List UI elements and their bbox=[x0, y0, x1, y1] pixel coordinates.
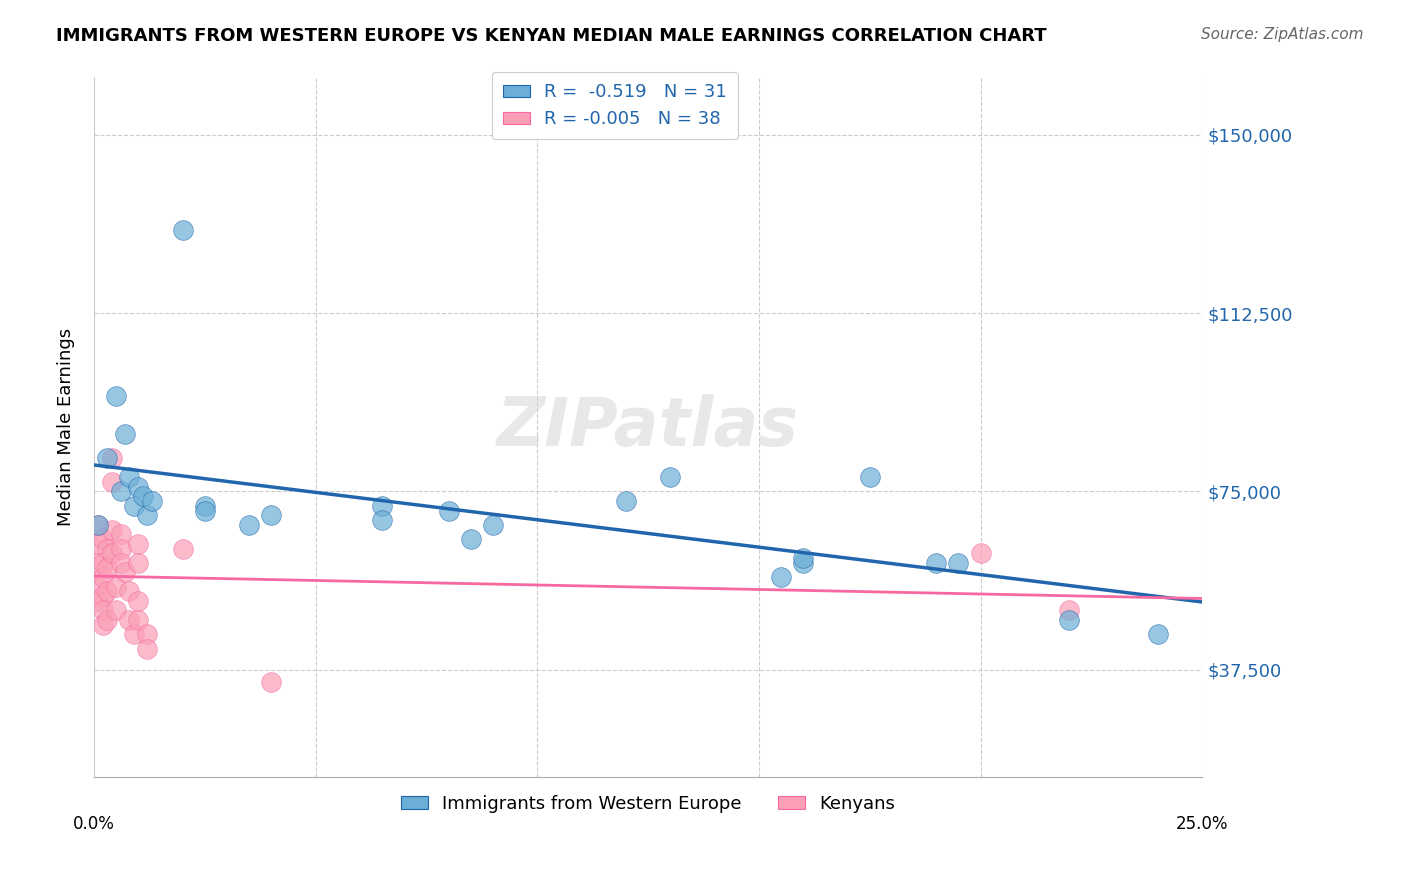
Kenyans bbox=[87, 517, 110, 532]
Kenyans bbox=[118, 613, 141, 627]
Immigrants from Western Europe bbox=[136, 508, 159, 523]
Text: Source: ZipAtlas.com: Source: ZipAtlas.com bbox=[1201, 27, 1364, 42]
Kenyans bbox=[136, 641, 159, 656]
Kenyans bbox=[96, 613, 118, 627]
Kenyans bbox=[110, 527, 132, 541]
Kenyans bbox=[91, 532, 114, 546]
Text: IMMIGRANTS FROM WESTERN EUROPE VS KENYAN MEDIAN MALE EARNINGS CORRELATION CHART: IMMIGRANTS FROM WESTERN EUROPE VS KENYAN… bbox=[56, 27, 1047, 45]
Immigrants from Western Europe bbox=[482, 517, 505, 532]
Kenyans bbox=[96, 541, 118, 556]
Immigrants from Western Europe bbox=[1057, 613, 1080, 627]
Kenyans bbox=[87, 537, 110, 551]
Immigrants from Western Europe bbox=[141, 494, 163, 508]
Kenyans bbox=[87, 594, 110, 608]
Immigrants from Western Europe bbox=[238, 517, 260, 532]
Immigrants from Western Europe bbox=[437, 503, 460, 517]
Immigrants from Western Europe bbox=[1147, 627, 1170, 641]
Immigrants from Western Europe bbox=[614, 494, 637, 508]
Immigrants from Western Europe bbox=[96, 451, 118, 466]
Kenyans bbox=[122, 627, 145, 641]
Kenyans bbox=[91, 603, 114, 617]
Kenyans bbox=[110, 556, 132, 570]
Kenyans bbox=[96, 584, 118, 599]
Kenyans bbox=[100, 546, 122, 560]
Immigrants from Western Europe bbox=[194, 503, 217, 517]
Immigrants from Western Europe bbox=[114, 427, 136, 442]
Kenyans bbox=[1057, 603, 1080, 617]
Kenyans bbox=[96, 560, 118, 574]
Immigrants from Western Europe bbox=[659, 470, 682, 484]
Kenyans bbox=[172, 541, 194, 556]
Kenyans bbox=[105, 603, 128, 617]
Immigrants from Western Europe bbox=[260, 508, 283, 523]
Text: 0.0%: 0.0% bbox=[73, 815, 115, 833]
Kenyans bbox=[100, 451, 122, 466]
Immigrants from Western Europe bbox=[87, 517, 110, 532]
Immigrants from Western Europe bbox=[118, 470, 141, 484]
Immigrants from Western Europe bbox=[770, 570, 793, 584]
Immigrants from Western Europe bbox=[371, 499, 394, 513]
Kenyans bbox=[114, 566, 136, 580]
Kenyans bbox=[87, 580, 110, 594]
Immigrants from Western Europe bbox=[925, 556, 948, 570]
Immigrants from Western Europe bbox=[859, 470, 882, 484]
Immigrants from Western Europe bbox=[792, 551, 814, 566]
Kenyans bbox=[91, 570, 114, 584]
Kenyans bbox=[100, 475, 122, 489]
Kenyans bbox=[969, 546, 991, 560]
Kenyans bbox=[91, 589, 114, 603]
Immigrants from Western Europe bbox=[194, 499, 217, 513]
Immigrants from Western Europe bbox=[122, 499, 145, 513]
Immigrants from Western Europe bbox=[105, 389, 128, 403]
Immigrants from Western Europe bbox=[131, 489, 153, 503]
Kenyans bbox=[127, 537, 149, 551]
Immigrants from Western Europe bbox=[948, 556, 970, 570]
Text: ZIPatlas: ZIPatlas bbox=[498, 394, 799, 460]
Kenyans bbox=[127, 556, 149, 570]
Kenyans bbox=[100, 523, 122, 537]
Text: 25.0%: 25.0% bbox=[1175, 815, 1229, 833]
Kenyans bbox=[118, 584, 141, 599]
Immigrants from Western Europe bbox=[371, 513, 394, 527]
Kenyans bbox=[110, 541, 132, 556]
Legend: Immigrants from Western Europe, Kenyans: Immigrants from Western Europe, Kenyans bbox=[389, 784, 907, 824]
Immigrants from Western Europe bbox=[460, 532, 482, 546]
Kenyans bbox=[127, 594, 149, 608]
Kenyans bbox=[87, 556, 110, 570]
Immigrants from Western Europe bbox=[792, 556, 814, 570]
Kenyans bbox=[91, 556, 114, 570]
Kenyans bbox=[105, 580, 128, 594]
Immigrants from Western Europe bbox=[127, 480, 149, 494]
Immigrants from Western Europe bbox=[172, 223, 194, 237]
Kenyans bbox=[136, 627, 159, 641]
Y-axis label: Median Male Earnings: Median Male Earnings bbox=[58, 328, 75, 526]
Kenyans bbox=[260, 674, 283, 689]
Immigrants from Western Europe bbox=[110, 484, 132, 499]
Kenyans bbox=[91, 617, 114, 632]
Kenyans bbox=[127, 613, 149, 627]
